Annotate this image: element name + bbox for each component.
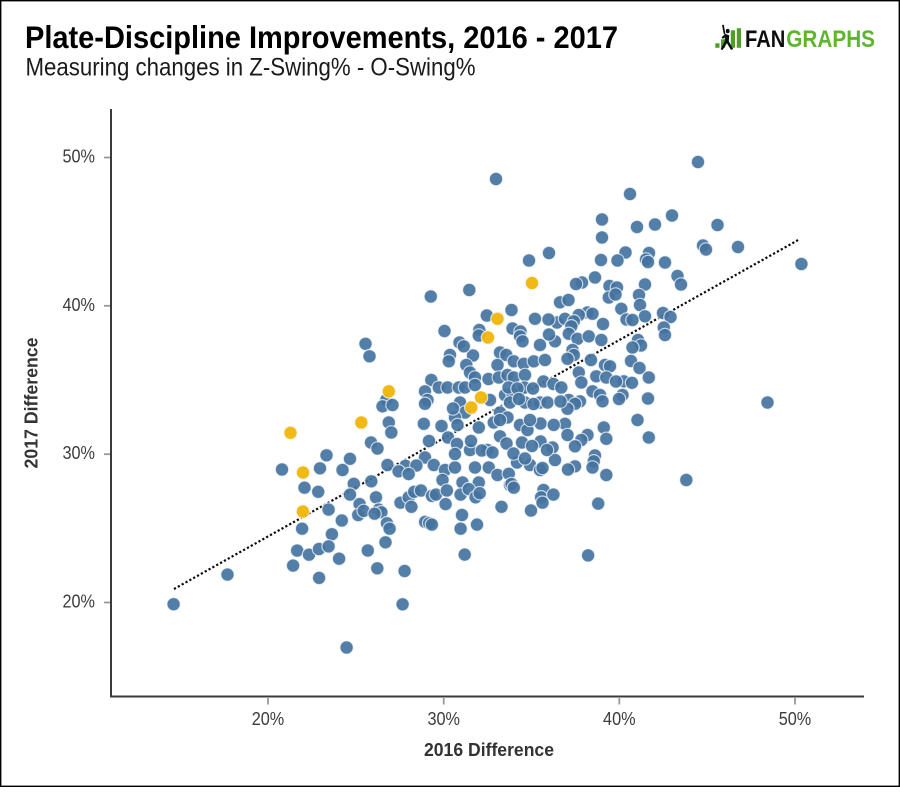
svg-text:Measuring changes in Z-Swing%: Measuring changes in Z-Swing% - O-Swing%: [26, 54, 476, 82]
svg-text:30%: 30%: [63, 443, 96, 463]
svg-text:50%: 50%: [779, 709, 812, 729]
svg-text:2016 Difference: 2016 Difference: [424, 739, 554, 760]
svg-text:50%: 50%: [63, 147, 96, 167]
svg-text:Plate-Discipline Improvements,: Plate-Discipline Improvements, 2016 - 20…: [25, 20, 618, 55]
svg-text:FAN: FAN: [745, 26, 785, 53]
svg-text:20%: 20%: [63, 592, 96, 612]
svg-text:30%: 30%: [427, 709, 460, 729]
svg-text:40%: 40%: [603, 709, 636, 729]
svg-text:2017 Difference: 2017 Difference: [21, 338, 42, 469]
svg-text:20%: 20%: [252, 709, 285, 729]
svg-text:40%: 40%: [63, 295, 96, 315]
svg-text:GRAPHS: GRAPHS: [786, 26, 875, 53]
